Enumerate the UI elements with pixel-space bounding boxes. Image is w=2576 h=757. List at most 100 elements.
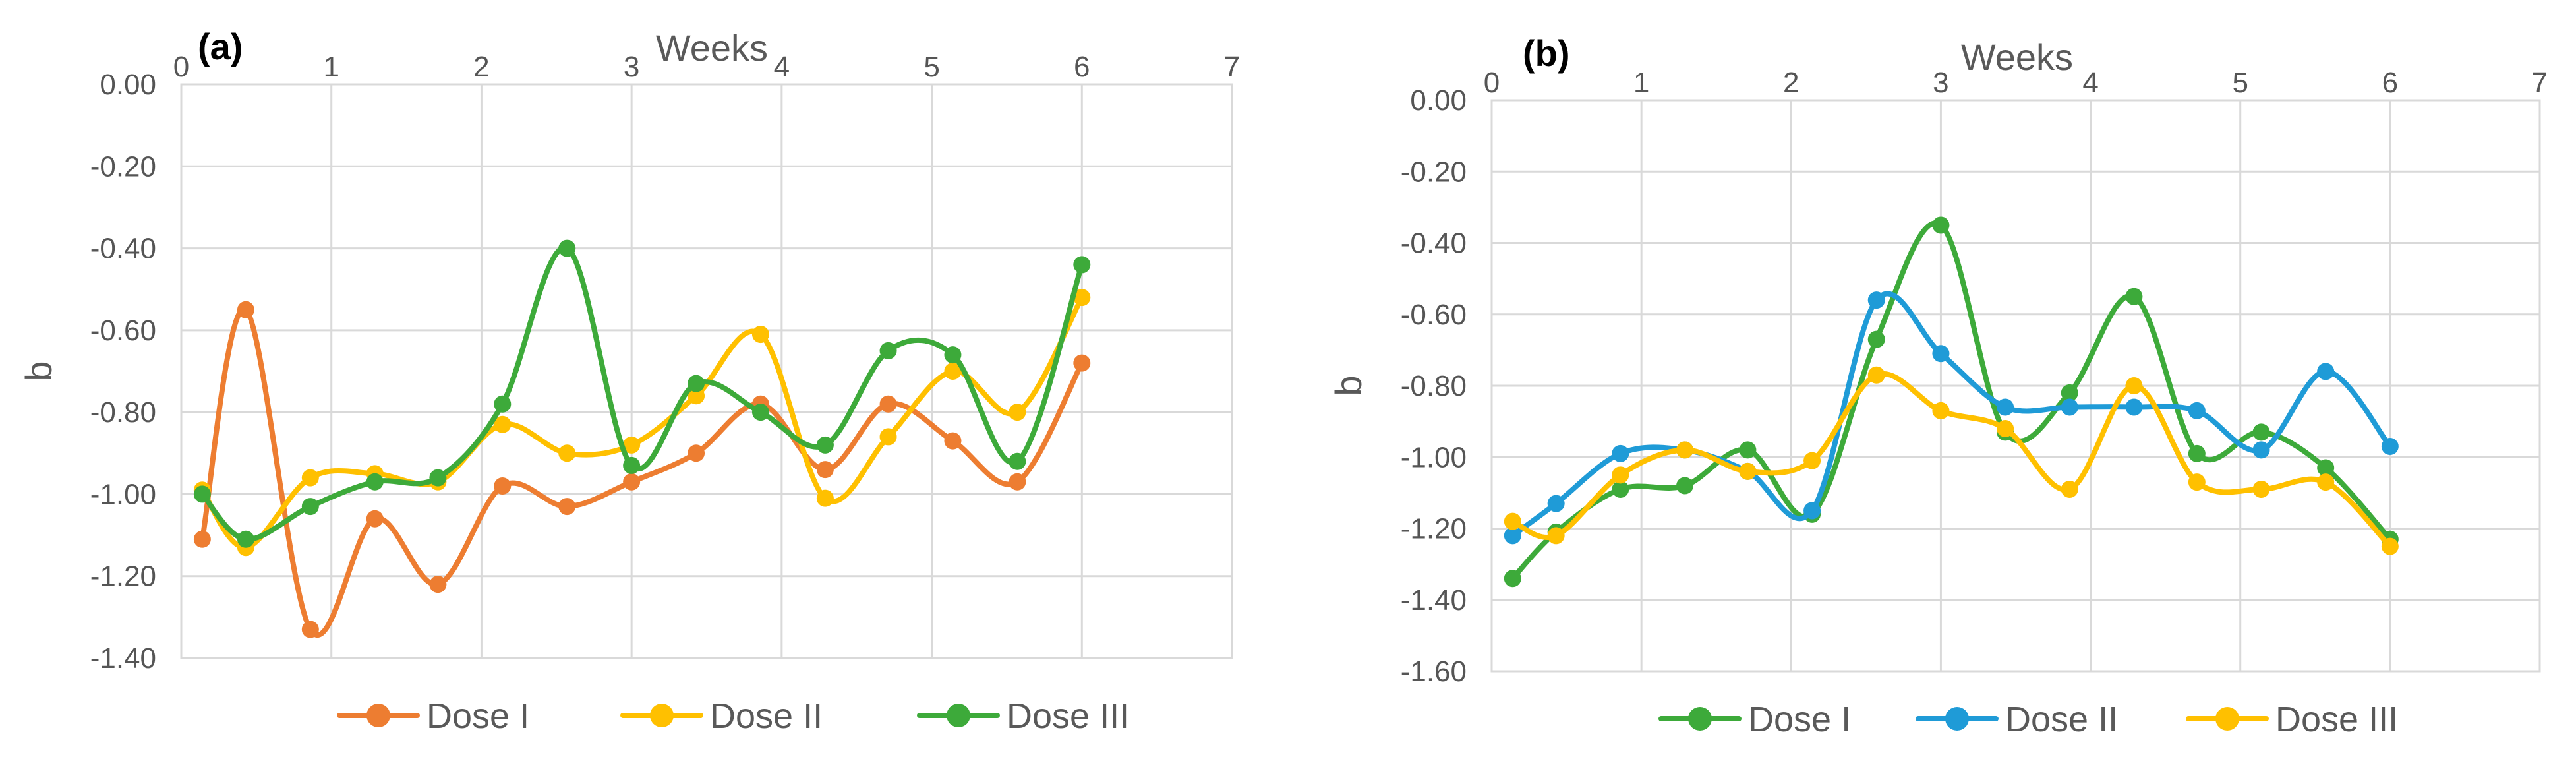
panel-label: (a) (198, 26, 243, 67)
gridlines (1490, 99, 2541, 673)
data-point (1739, 441, 1757, 459)
data-point (558, 239, 576, 257)
data-point (1612, 466, 1629, 484)
x-tick-label: 0 (1484, 67, 1500, 99)
legend-label: Dose II (2005, 700, 2118, 739)
data-point (366, 473, 384, 491)
data-point (751, 326, 769, 344)
y-tick-label: -0.80 (90, 396, 156, 429)
data-point (944, 346, 962, 364)
legend-label: Dose I (1748, 700, 1851, 739)
y-axis-title: b (1328, 375, 1369, 396)
data-point (237, 530, 254, 548)
data-point (1932, 345, 1950, 363)
y-tick-label: -0.60 (1401, 299, 1467, 331)
data-point (1009, 452, 1026, 470)
series-line (1509, 371, 2393, 549)
data-point (1803, 502, 1821, 520)
data-point (301, 498, 319, 516)
data-point (1676, 477, 1694, 495)
data-point (816, 461, 834, 479)
y-tick-label: -1.60 (1401, 655, 1467, 688)
data-point (2061, 480, 2078, 498)
data-point (1504, 570, 1521, 588)
legend-item: Dose I (337, 696, 529, 736)
x-tick-label: 1 (323, 51, 339, 83)
legend-marker (1945, 707, 1969, 731)
data-point (2317, 473, 2335, 491)
data-point (1997, 419, 2014, 437)
series-line (199, 245, 1085, 542)
legend-marker (1688, 707, 1712, 731)
legend-label: Dose III (1007, 696, 1129, 736)
data-point (1547, 495, 1565, 512)
x-tick-label: 4 (774, 51, 790, 83)
data-point (429, 576, 447, 593)
x-tick-label: 1 (1633, 67, 1649, 99)
y-tick-label: -1.40 (1401, 584, 1467, 617)
legend-marker (2215, 707, 2239, 731)
x-axis-title: Weeks (1961, 36, 2073, 78)
data-point (688, 444, 705, 462)
series-dose-iii (193, 239, 1091, 548)
data-point (1504, 512, 1521, 530)
data-point (1932, 216, 1950, 234)
data-point (1612, 480, 1629, 498)
chart-panel-a: 0.00-0.20-0.40-0.60-0.80-1.00-1.20-1.400… (18, 26, 1240, 736)
data-point (2381, 438, 2399, 456)
data-point (623, 456, 641, 474)
legend-item: Dose III (2186, 700, 2398, 739)
data-point (1547, 527, 1565, 545)
y-tick-label: -1.20 (90, 560, 156, 593)
chart-panel-b: 0.00 -0.20 -0.40 -0.60 -0.80 -1.00 -1.20 -1.40 -… (1328, 32, 2548, 739)
data-point (2061, 398, 2078, 416)
data-point (301, 469, 319, 487)
series-dose-ii (1504, 291, 2399, 545)
data-point (879, 395, 897, 413)
data-point (366, 510, 384, 528)
y-tick-label: -0.80 (1401, 370, 1467, 402)
x-axis-title: Weeks (656, 27, 768, 69)
data-point (2125, 377, 2143, 394)
data-point (1009, 404, 1026, 421)
y-tick-labels: 0.00 -0.20 -0.40 -0.60 -0.80 -1.00 -1.20 -1.40 (90, 69, 156, 675)
y-tick-label: -0.40 (1401, 227, 1467, 260)
legend-item: Dose II (1916, 700, 2118, 739)
y-tick-labels: 0.00 -0.20 -0.40 -0.60 -0.80 -1.00 -1.20 -1.40 -… (1401, 84, 1467, 688)
data-point (1504, 527, 1521, 545)
data-point (1803, 452, 1821, 469)
data-point (2252, 423, 2270, 441)
data-point (558, 498, 576, 516)
data-point (2317, 363, 2335, 380)
data-point (237, 301, 254, 318)
data-point (2188, 444, 2206, 462)
x-tick-label: 2 (1783, 67, 1799, 99)
data-point (193, 485, 211, 503)
x-tick-label: 0 (173, 51, 189, 83)
data-point (1073, 256, 1091, 274)
data-point (751, 404, 769, 421)
series-line (1509, 220, 2393, 582)
x-tick-label: 4 (2082, 67, 2098, 99)
x-tick-label: 6 (1074, 51, 1090, 83)
data-point (494, 477, 512, 495)
data-point (2125, 288, 2143, 305)
data-point (1739, 462, 1757, 480)
plot-frame (180, 83, 1233, 659)
data-point (1867, 366, 1885, 384)
data-point (1867, 291, 1885, 309)
data-point (944, 432, 962, 450)
legend: Dose I Dose II Dose III (1658, 700, 2398, 739)
y-tick-label: 0.00 (100, 69, 156, 101)
legend-item: Dose III (917, 696, 1129, 736)
legend-marker (947, 704, 970, 727)
plot-frame (1490, 99, 2541, 673)
data-point (1612, 444, 1629, 462)
y-tick-label: -1.40 (90, 642, 156, 675)
data-point (558, 444, 576, 462)
data-point (301, 621, 319, 638)
data-point (1676, 441, 1694, 459)
x-tick-label: 6 (2382, 67, 2398, 99)
legend-marker (366, 704, 390, 727)
